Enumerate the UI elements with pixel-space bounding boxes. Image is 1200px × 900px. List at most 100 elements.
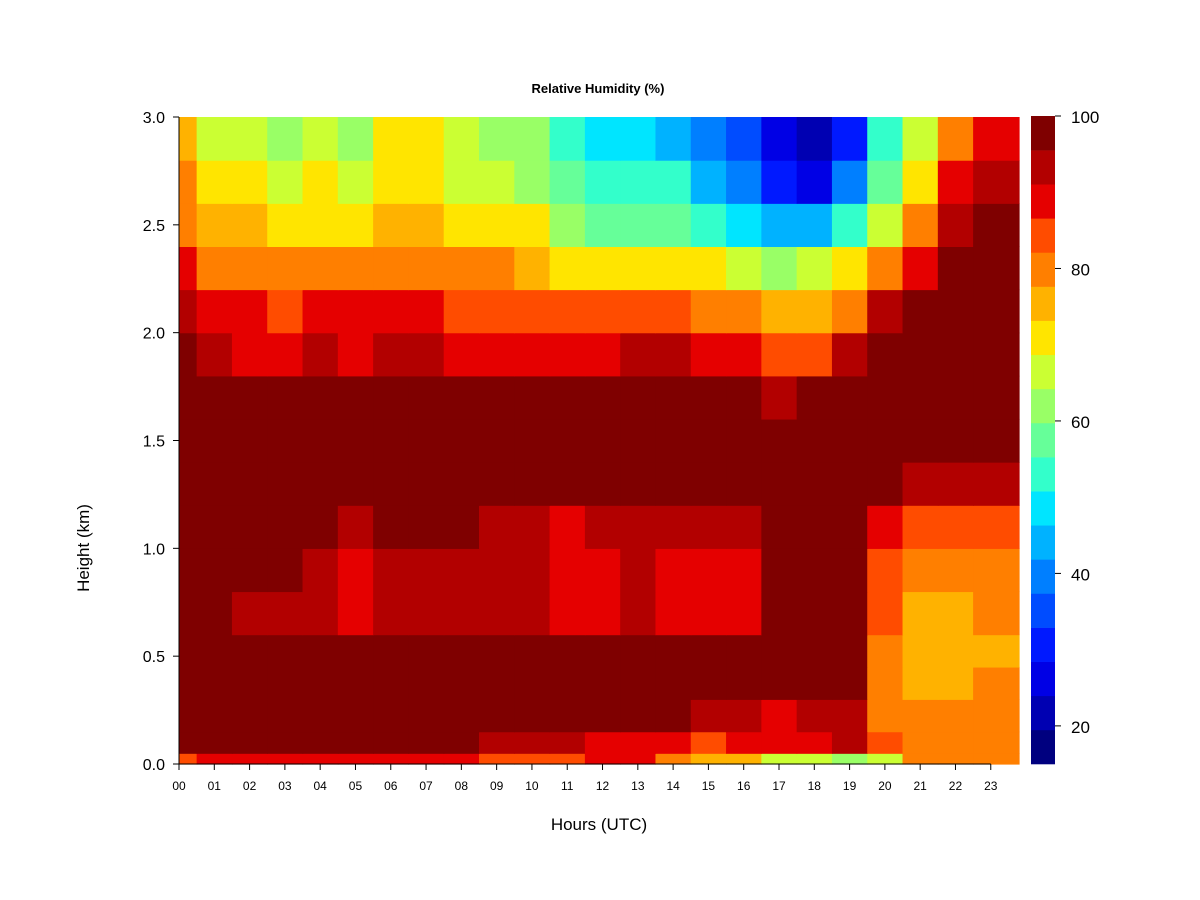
heatmap-cell: [408, 332, 445, 377]
heatmap-cell: [796, 634, 833, 668]
heatmap-cell: [831, 332, 868, 377]
heatmap-cell: [337, 548, 374, 593]
heatmap-cell: [902, 699, 939, 733]
heatmap-cell: [514, 591, 551, 636]
heatmap-cell: [831, 375, 868, 420]
x-tick-label: 23: [984, 779, 998, 793]
colorbar-swatch: [1031, 525, 1055, 560]
heatmap-cell: [267, 246, 304, 291]
x-axis-label: Hours (UTC): [551, 815, 647, 834]
heatmap-cell: [373, 375, 410, 420]
heatmap-cell: [584, 203, 621, 247]
heatmap-cell: [196, 731, 233, 754]
heatmap-cell: [479, 203, 515, 247]
heatmap-cell: [443, 117, 480, 161]
heatmap-cell: [690, 666, 727, 700]
heatmap-cell: [937, 160, 974, 204]
colorbar-swatch: [1031, 695, 1055, 731]
heatmap-cell: [761, 548, 798, 593]
heatmap-cell: [408, 375, 445, 420]
heatmap-cell: [620, 462, 657, 506]
heatmap-cell: [902, 375, 939, 420]
heatmap-cell: [479, 332, 515, 377]
y-tick-label: 2.0: [143, 326, 165, 343]
heatmap-cell: [831, 753, 868, 765]
heatmap-cell: [267, 666, 304, 700]
heatmap-cell: [408, 289, 445, 334]
heatmap-cell: [831, 731, 868, 754]
heatmap-cell: [514, 548, 551, 593]
heatmap-cell: [690, 462, 727, 506]
heatmap-cell: [690, 332, 727, 377]
y-tick-label: 3.0: [143, 110, 165, 127]
heatmap-cell: [620, 418, 657, 463]
heatmap-cell: [620, 634, 657, 668]
heatmap-cell: [902, 462, 939, 506]
heatmap-cell: [973, 591, 1020, 636]
heatmap-cell: [867, 375, 904, 420]
heatmap-cell: [179, 548, 198, 593]
heatmap-cell: [196, 289, 233, 334]
heatmap-cell: [179, 634, 198, 668]
heatmap-cell: [761, 160, 798, 204]
heatmap-cell: [408, 548, 445, 593]
x-tick-label: 05: [349, 779, 363, 793]
colorbar-swatch: [1031, 320, 1055, 356]
heatmap-cell: [231, 203, 268, 247]
heatmap-cell: [584, 375, 621, 420]
heatmap-cell: [726, 505, 762, 549]
heatmap-cell: [902, 160, 939, 204]
heatmap-cell: [373, 666, 410, 700]
colorbar-tick-label: 40: [1071, 565, 1090, 584]
colorbar-tick-label: 60: [1071, 413, 1090, 432]
heatmap-cell: [584, 160, 621, 204]
heatmap-cell: [831, 246, 868, 291]
heatmap-cell: [337, 117, 374, 161]
heatmap-cell: [443, 505, 480, 549]
heatmap-cell: [796, 289, 833, 334]
heatmap-cell: [302, 246, 339, 291]
x-axis: 00 01 02 03 04 05 06 07 08 09 10 11 12 13 14 15 16 17 18 19…: [172, 763, 998, 793]
heatmap-cell: [726, 375, 762, 420]
heatmap-cell: [443, 753, 480, 765]
heatmap-cell: [302, 505, 339, 549]
heatmap-cell: [726, 418, 762, 463]
heatmap-cell: [514, 160, 551, 204]
heatmap-cell: [655, 753, 692, 765]
heatmap-cell: [373, 418, 410, 463]
heatmap-cell: [584, 699, 621, 733]
heatmap-cell: [302, 332, 339, 377]
heatmap-cell: [796, 246, 833, 291]
x-tick-label: 12: [596, 779, 610, 793]
heatmap-cell: [831, 462, 868, 506]
heatmap-cell: [584, 117, 621, 161]
heatmap-cell: [620, 548, 657, 593]
heatmap-cell: [655, 699, 692, 733]
heatmap-cell: [443, 666, 480, 700]
heatmap-cell: [514, 666, 551, 700]
heatmap-cell: [179, 462, 198, 506]
heatmap-cell: [302, 731, 339, 754]
heatmap-cell: [179, 203, 198, 247]
heatmap-cell: [796, 160, 833, 204]
heatmap-cell: [267, 375, 304, 420]
heatmap-cell: [584, 731, 621, 754]
heatmap-cell: [337, 203, 374, 247]
heatmap-cell: [726, 289, 762, 334]
heatmap-cell: [267, 548, 304, 593]
heatmap-cell: [337, 289, 374, 334]
heatmap-cell: [196, 634, 233, 668]
heatmap-cell: [973, 289, 1020, 334]
heatmap-cell: [796, 462, 833, 506]
heatmap-cell: [231, 548, 268, 593]
heatmap-cell: [761, 666, 798, 700]
heatmap-cell: [443, 203, 480, 247]
heatmap-cell: [831, 289, 868, 334]
heatmap-cell: [179, 591, 198, 636]
heatmap-cell: [196, 418, 233, 463]
heatmap-cell: [408, 699, 445, 733]
heatmap-cell: [796, 591, 833, 636]
heatmap-cell: [196, 666, 233, 700]
heatmap-cell: [902, 418, 939, 463]
heatmap-cell: [196, 246, 233, 291]
